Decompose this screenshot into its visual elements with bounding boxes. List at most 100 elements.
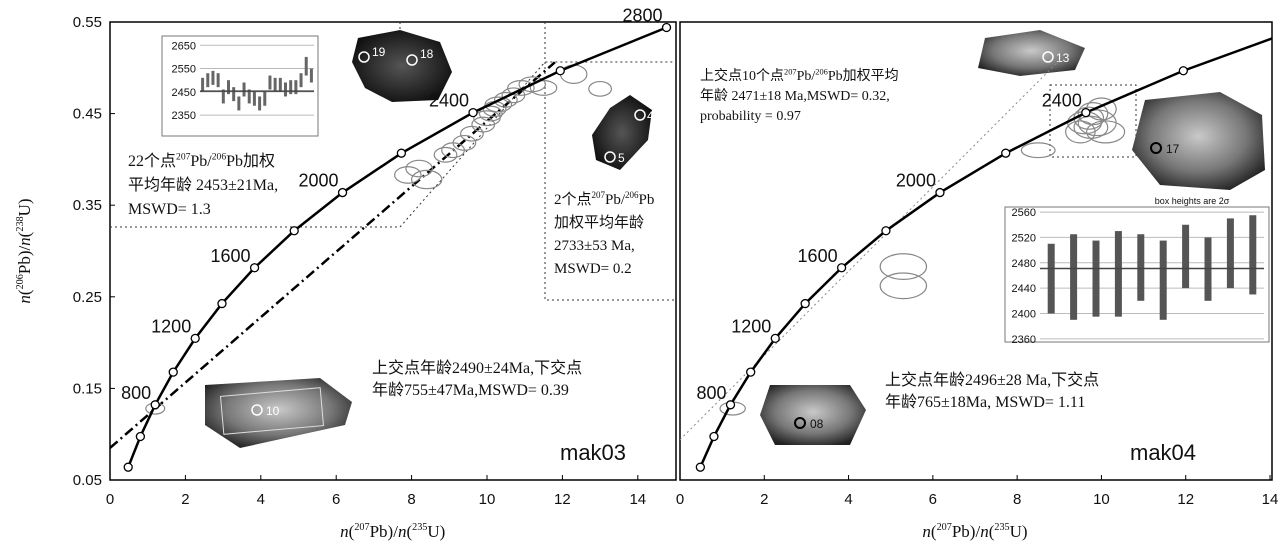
text-run: 年龄 2471±18 Ma,MSWD= 0.32,	[700, 88, 890, 104]
y-tick-label: 0.55	[73, 14, 102, 31]
text-run: n	[15, 295, 34, 304]
superscript: 207	[784, 67, 797, 76]
superscript: 206	[815, 67, 828, 76]
error-ellipse	[406, 160, 432, 176]
error-ellipse	[880, 273, 926, 299]
zircon-image: 13	[978, 30, 1085, 76]
inset-title: box heights are 2σ	[1155, 196, 1230, 206]
annotation: 上交点年龄2490±24Ma,下交点	[372, 359, 582, 377]
inset-tick-label: 2350	[172, 110, 196, 122]
age-label: 2800	[622, 5, 662, 25]
text-run: Pb/	[605, 192, 626, 208]
text-run: Pb/	[190, 153, 212, 170]
text-run: n	[922, 522, 931, 541]
age-marker	[801, 300, 809, 308]
age-marker	[136, 432, 144, 440]
age-bar	[305, 57, 308, 76]
age-bar	[300, 73, 303, 87]
superscript: 206	[15, 274, 26, 289]
x-tick-label: 6	[929, 491, 937, 508]
age-label: 1600	[211, 246, 251, 266]
x-tick-label: 10	[1093, 491, 1110, 508]
annotation: 上交点年龄2496±28 Ma,下交点	[885, 371, 1099, 389]
age-label: 2400	[429, 91, 469, 111]
panel-label: mak03	[560, 440, 626, 465]
zircon-image: 10	[205, 378, 352, 448]
age-label: 2400	[1042, 91, 1082, 111]
age-bar	[1182, 225, 1189, 288]
x-tick-label: 12	[1177, 491, 1194, 508]
text-run: 年龄765±18Ma, MSWD= 1.11	[885, 393, 1085, 411]
age-bar	[1227, 218, 1234, 288]
panel-label: mak04	[1130, 440, 1196, 465]
text-run: Pb)/	[15, 246, 34, 275]
inset-tick-label: 2480	[1012, 258, 1036, 270]
age-bar	[1115, 231, 1122, 317]
page: 19 18 4 5 10 13 17 08 mak03 mak04 024681…	[0, 0, 1283, 547]
text-run: Pb加权	[226, 152, 275, 170]
annotation: probability = 0.97	[700, 109, 801, 124]
x-tick-label: 14	[629, 491, 646, 508]
error-ellipse	[461, 126, 484, 141]
age-marker	[663, 23, 671, 31]
age-bar	[263, 92, 266, 106]
age-bar	[1070, 234, 1077, 320]
y-tick-label: 0.05	[73, 472, 102, 489]
x-tick-label: 4	[257, 491, 265, 508]
x-tick-label: 14	[1262, 491, 1279, 508]
age-bar	[237, 96, 240, 110]
text-run: 2个点	[554, 191, 592, 208]
inset-tick-label: 2450	[172, 87, 196, 99]
zircon-image: 08	[760, 385, 866, 445]
text-run: n	[398, 522, 407, 541]
age-label: 2000	[299, 171, 339, 191]
age-bar	[284, 83, 287, 97]
error-ellipse	[434, 147, 457, 162]
spot-label: 17	[1166, 142, 1180, 156]
text-run: 上交点年龄2490±24Ma,下交点	[372, 359, 582, 377]
age-label: 1200	[151, 316, 191, 336]
age-bar	[310, 69, 313, 83]
annotation: 上交点10个点207Pb/206Pb加权平均	[700, 67, 899, 84]
annotation: 2733±53 Ma,	[554, 238, 635, 254]
spot-label: 13	[1056, 51, 1070, 65]
text-run: n	[340, 522, 349, 541]
age-marker	[1002, 149, 1010, 157]
spot-label: 18	[420, 47, 434, 61]
age-marker	[218, 300, 226, 308]
error-ellipse	[412, 170, 442, 188]
age-marker	[882, 227, 890, 235]
age-label: 1600	[798, 246, 838, 266]
age-marker	[771, 334, 779, 342]
age-marker	[251, 264, 259, 272]
superscript: 207	[354, 522, 369, 533]
annotation: 年龄 2471±18 Ma,MSWD= 0.32,	[700, 88, 890, 104]
age-bar	[294, 80, 297, 94]
age-bar	[258, 96, 261, 110]
x-axis-label: n(207Pb)/n(235U)	[922, 522, 1027, 541]
y-tick-label: 0.25	[73, 289, 102, 306]
text-run: U)	[1010, 522, 1028, 541]
age-bar	[253, 92, 256, 106]
age-marker	[124, 463, 132, 471]
text-run: 2733±53 Ma,	[554, 238, 635, 254]
age-marker	[290, 227, 298, 235]
age-marker	[397, 149, 405, 157]
age-bar	[289, 80, 292, 94]
age-label: 800	[121, 383, 151, 403]
superscript: 207	[592, 190, 606, 200]
age-bar	[1249, 215, 1256, 294]
text-run: 上交点10个点	[700, 67, 784, 84]
superscript: 235	[412, 522, 427, 533]
age-bar	[1093, 241, 1100, 317]
x-tick-label: 0	[676, 491, 684, 508]
text-run: 上交点年龄2496±28 Ma,下交点	[885, 371, 1099, 389]
x-axis-label: n(207Pb)/n(235U)	[340, 522, 445, 541]
age-label: 1200	[731, 316, 771, 336]
age-bar	[1160, 241, 1167, 320]
age-bar	[217, 73, 220, 87]
inset-tick-label: 2650	[172, 40, 196, 52]
age-marker	[556, 67, 564, 75]
text-run: Pb)/	[952, 522, 981, 541]
y-tick-label: 0.45	[73, 106, 102, 123]
